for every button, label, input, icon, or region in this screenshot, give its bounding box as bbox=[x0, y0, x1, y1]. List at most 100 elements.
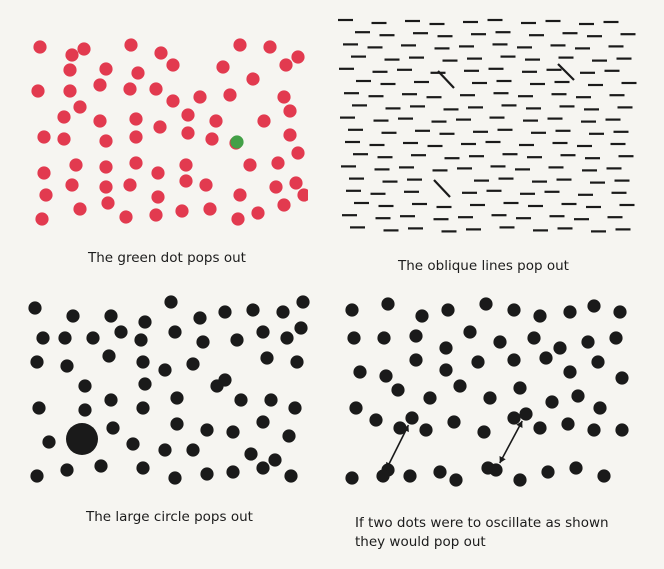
red-dot bbox=[149, 208, 163, 222]
black-dot bbox=[507, 303, 521, 317]
caption-large-circle: The large circle pops out bbox=[86, 509, 253, 525]
black-dot bbox=[507, 411, 521, 425]
black-dot bbox=[290, 355, 304, 369]
red-dot bbox=[203, 202, 217, 216]
black-dot bbox=[449, 473, 463, 487]
red-dot bbox=[199, 178, 213, 192]
red-dot bbox=[233, 38, 247, 52]
black-dot bbox=[136, 461, 150, 475]
black-dot bbox=[433, 465, 447, 479]
black-dot bbox=[381, 297, 395, 311]
black-dot-field bbox=[28, 295, 310, 485]
black-dot bbox=[136, 401, 150, 415]
black-dot bbox=[168, 325, 182, 339]
black-dot bbox=[615, 423, 629, 437]
black-dot bbox=[571, 389, 585, 403]
black-dot bbox=[393, 421, 407, 435]
black-dot bbox=[260, 351, 274, 365]
red-dot bbox=[131, 66, 145, 80]
black-dot bbox=[561, 417, 575, 431]
red-dot bbox=[99, 180, 113, 194]
black-dot bbox=[134, 333, 148, 347]
red-dot bbox=[151, 166, 165, 180]
black-dot bbox=[104, 393, 118, 407]
black-dot bbox=[138, 315, 152, 329]
black-dot bbox=[419, 423, 433, 437]
black-dot bbox=[533, 309, 547, 323]
red-dot bbox=[216, 60, 230, 74]
black-dot bbox=[447, 415, 461, 429]
black-dot bbox=[158, 363, 172, 377]
black-dot bbox=[58, 331, 72, 345]
red-dot bbox=[63, 63, 77, 77]
black-dot bbox=[513, 473, 527, 487]
red-dot bbox=[277, 90, 291, 104]
red-dot-field bbox=[31, 38, 308, 226]
black-dot bbox=[441, 303, 455, 317]
black-dot bbox=[453, 379, 467, 393]
black-dot bbox=[114, 325, 128, 339]
black-dot bbox=[136, 355, 150, 369]
red-dot bbox=[283, 128, 297, 142]
red-dot bbox=[99, 62, 113, 76]
red-dot bbox=[93, 78, 107, 92]
black-dot bbox=[210, 379, 224, 393]
black-dot bbox=[345, 303, 359, 317]
black-dot bbox=[377, 331, 391, 345]
black-dot-field-oscillating bbox=[345, 297, 629, 487]
black-dot bbox=[507, 353, 521, 367]
black-dot bbox=[30, 355, 44, 369]
black-dot bbox=[569, 461, 583, 475]
black-dot bbox=[409, 329, 423, 343]
panel-oblique-lines bbox=[334, 10, 639, 245]
black-dot bbox=[276, 305, 290, 319]
arrow-shaft bbox=[385, 424, 410, 470]
black-dot bbox=[471, 355, 485, 369]
red-dot bbox=[283, 104, 297, 118]
red-dot bbox=[153, 120, 167, 134]
oscillating-dot bbox=[376, 469, 390, 483]
black-dot bbox=[164, 295, 178, 309]
black-dot bbox=[42, 435, 56, 449]
panel-oscillating-dots bbox=[338, 290, 638, 495]
black-dot bbox=[78, 379, 92, 393]
black-dot bbox=[347, 331, 361, 345]
black-dot bbox=[483, 391, 497, 405]
black-dot bbox=[170, 391, 184, 405]
large-target-circle bbox=[66, 423, 98, 455]
black-dot bbox=[256, 461, 270, 475]
black-dot bbox=[230, 333, 244, 347]
black-dot bbox=[86, 331, 100, 345]
red-dot bbox=[291, 50, 305, 64]
red-dot bbox=[69, 158, 83, 172]
red-dot bbox=[243, 158, 257, 172]
black-dot bbox=[587, 423, 601, 437]
red-dot bbox=[291, 146, 305, 160]
black-dot bbox=[200, 423, 214, 437]
black-dot bbox=[615, 371, 629, 385]
black-dot bbox=[545, 395, 559, 409]
red-dot bbox=[251, 206, 265, 220]
red-dot bbox=[179, 158, 193, 172]
black-dot bbox=[553, 341, 567, 355]
red-dot bbox=[39, 188, 53, 202]
black-dot bbox=[170, 417, 184, 431]
red-dot bbox=[99, 134, 113, 148]
black-dot bbox=[126, 437, 140, 451]
red-dot bbox=[99, 160, 113, 174]
black-dot bbox=[94, 459, 108, 473]
panel-large-circle bbox=[25, 290, 315, 495]
black-dot bbox=[218, 305, 232, 319]
black-dot bbox=[28, 301, 42, 315]
black-dot bbox=[533, 421, 547, 435]
black-dot bbox=[200, 467, 214, 481]
black-dot bbox=[282, 429, 296, 443]
black-dot bbox=[403, 469, 417, 483]
black-dot bbox=[284, 469, 298, 483]
red-dot bbox=[263, 40, 277, 54]
red-dot bbox=[123, 82, 137, 96]
black-dot bbox=[246, 303, 260, 317]
black-dot bbox=[349, 401, 363, 415]
black-dot bbox=[256, 415, 270, 429]
red-dot bbox=[37, 166, 51, 180]
